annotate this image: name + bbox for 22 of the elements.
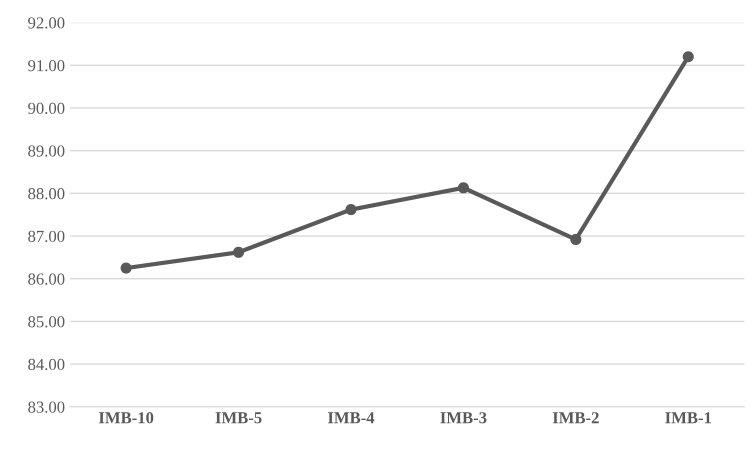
point [458,182,469,194]
x-tick-label: IMB-5 [216,412,262,424]
y-tick-label: 86.00 [28,273,64,285]
point [682,51,694,62]
x-tick-label: IMB-3 [440,412,486,424]
y-tick-label: 91.00 [28,60,64,72]
y-tick-label: 83.00 [28,402,64,413]
x-tick-label: IMB-10 [98,412,154,424]
x-tick-label: IMB-1 [665,412,712,424]
y-tick-label: 85.00 [28,316,64,328]
y-tick-label: 90.00 [28,102,64,114]
point [120,262,132,274]
y-tick-label: 88.00 [28,188,64,200]
point [345,204,357,216]
y-tick-label: 87.00 [28,230,64,242]
point [570,234,582,246]
y-tick-label: 92.00 [28,17,64,29]
y-tick-label: 89.00 [28,145,64,157]
point [233,246,244,258]
x-tick-label: IMB-4 [328,412,374,424]
y-tick-label: 84.00 [28,358,64,370]
x-tick-label: IMB-2 [552,412,599,424]
